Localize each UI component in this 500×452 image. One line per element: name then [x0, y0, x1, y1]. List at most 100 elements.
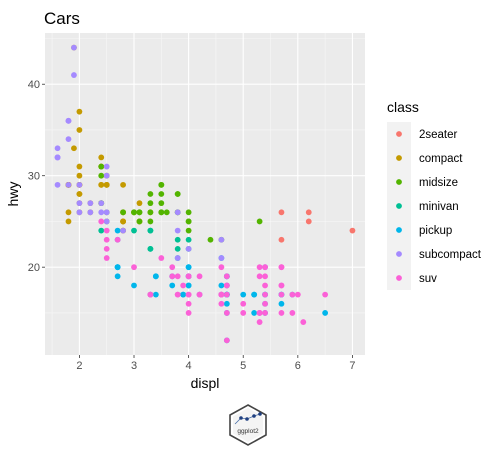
point-subcompact [185, 245, 192, 252]
point-subcompact [54, 181, 61, 188]
legend-label-subcompact: subcompact [419, 249, 482, 261]
point-suv [240, 300, 247, 307]
point-midsize [158, 200, 165, 207]
point-pickup [322, 310, 329, 316]
point-suv [262, 310, 268, 316]
point-compact [120, 218, 126, 225]
point-midsize [185, 218, 192, 225]
point-suv [218, 291, 225, 298]
point-midsize [185, 227, 192, 234]
point-compact [136, 200, 143, 207]
point-midsize [136, 218, 143, 225]
point-pickup [114, 273, 121, 280]
point-compact [103, 181, 110, 188]
point-midsize [256, 218, 263, 225]
point-suv [278, 291, 285, 298]
point-minivan [174, 245, 181, 252]
point-subcompact [65, 117, 72, 124]
point-subcompact [71, 44, 77, 51]
point-suv [278, 264, 285, 271]
point-compact [76, 108, 83, 115]
y-axis-title: hwy [5, 182, 21, 207]
point-midsize [98, 163, 105, 170]
point-pickup [218, 282, 225, 289]
legend-key-compact [396, 155, 402, 161]
point-suv [262, 282, 268, 289]
point-subcompact [87, 209, 94, 216]
legend-label-minivan: minivan [419, 201, 459, 213]
point-subcompact [174, 209, 181, 216]
point-compact [98, 181, 105, 188]
y-axis-ticks: 20 30 40 [28, 79, 45, 274]
point-compact [76, 172, 83, 179]
point-suv [174, 273, 181, 280]
point-suv [103, 245, 110, 252]
point-subcompact [174, 227, 181, 234]
point-subcompact [76, 181, 83, 188]
y-tick-label: 40 [28, 79, 40, 91]
point-suv [196, 273, 203, 280]
point-compact [65, 209, 72, 216]
point-suv [289, 310, 296, 316]
point-pickup [152, 291, 159, 298]
point-suv [223, 273, 230, 280]
point-subcompact [76, 209, 83, 216]
point-subcompact [98, 209, 105, 216]
point-suv [185, 291, 192, 298]
x-tick-label: 7 [349, 360, 355, 372]
point-minivan [185, 236, 192, 243]
x-tick-label: 3 [131, 360, 137, 372]
point-2seater [305, 209, 312, 216]
x-tick-label: 6 [295, 360, 301, 372]
x-tick-label: 2 [76, 360, 82, 372]
point-suv [103, 255, 110, 261]
point-suv [262, 264, 268, 271]
point-suv [103, 227, 110, 234]
legend-label-pickup: pickup [419, 225, 452, 237]
legend-label-midsize: midsize [419, 177, 458, 189]
point-midsize [120, 209, 126, 216]
point-suv [262, 291, 268, 298]
point-midsize [174, 191, 181, 197]
point-compact [76, 191, 83, 197]
point-midsize [207, 236, 214, 243]
point-suv [218, 300, 225, 307]
point-midsize [147, 209, 154, 216]
point-compact [98, 154, 105, 161]
point-pickup [131, 282, 137, 289]
point-suv [256, 273, 263, 280]
legend-key-2seater [396, 131, 402, 137]
point-subcompact [103, 209, 110, 216]
legend: class 2seater compact midsize minivan pickup… [387, 99, 482, 290]
point-suv [185, 300, 192, 307]
point-2seater [278, 236, 285, 243]
point-compact [65, 218, 72, 225]
x-tick-label: 4 [186, 360, 192, 372]
point-suv [114, 236, 121, 243]
point-suv [98, 218, 105, 225]
point-suv [174, 291, 181, 298]
point-suv [131, 264, 137, 271]
point-suv [294, 291, 301, 298]
ggplot2-logo: ggplot2 [229, 404, 267, 446]
legend-label-2seater: 2seater [419, 129, 458, 141]
point-midsize [147, 218, 154, 225]
point-2seater [349, 227, 356, 234]
point-subcompact [103, 163, 110, 170]
point-subcompact [71, 72, 77, 78]
point-pickup [251, 310, 258, 316]
point-pickup [240, 291, 247, 298]
legend-key-pickup [396, 227, 402, 233]
x-tick-label: 5 [240, 360, 246, 372]
point-pickup [278, 300, 285, 307]
point-suv [256, 264, 263, 271]
point-pickup [251, 291, 258, 298]
legend-label-suv: suv [419, 273, 437, 285]
y-tick-label: 20 [28, 262, 40, 274]
point-subcompact [218, 255, 225, 261]
point-compact [71, 145, 77, 152]
legend-key-minivan [396, 203, 402, 209]
point-minivan [147, 245, 154, 252]
point-subcompact [218, 236, 225, 243]
